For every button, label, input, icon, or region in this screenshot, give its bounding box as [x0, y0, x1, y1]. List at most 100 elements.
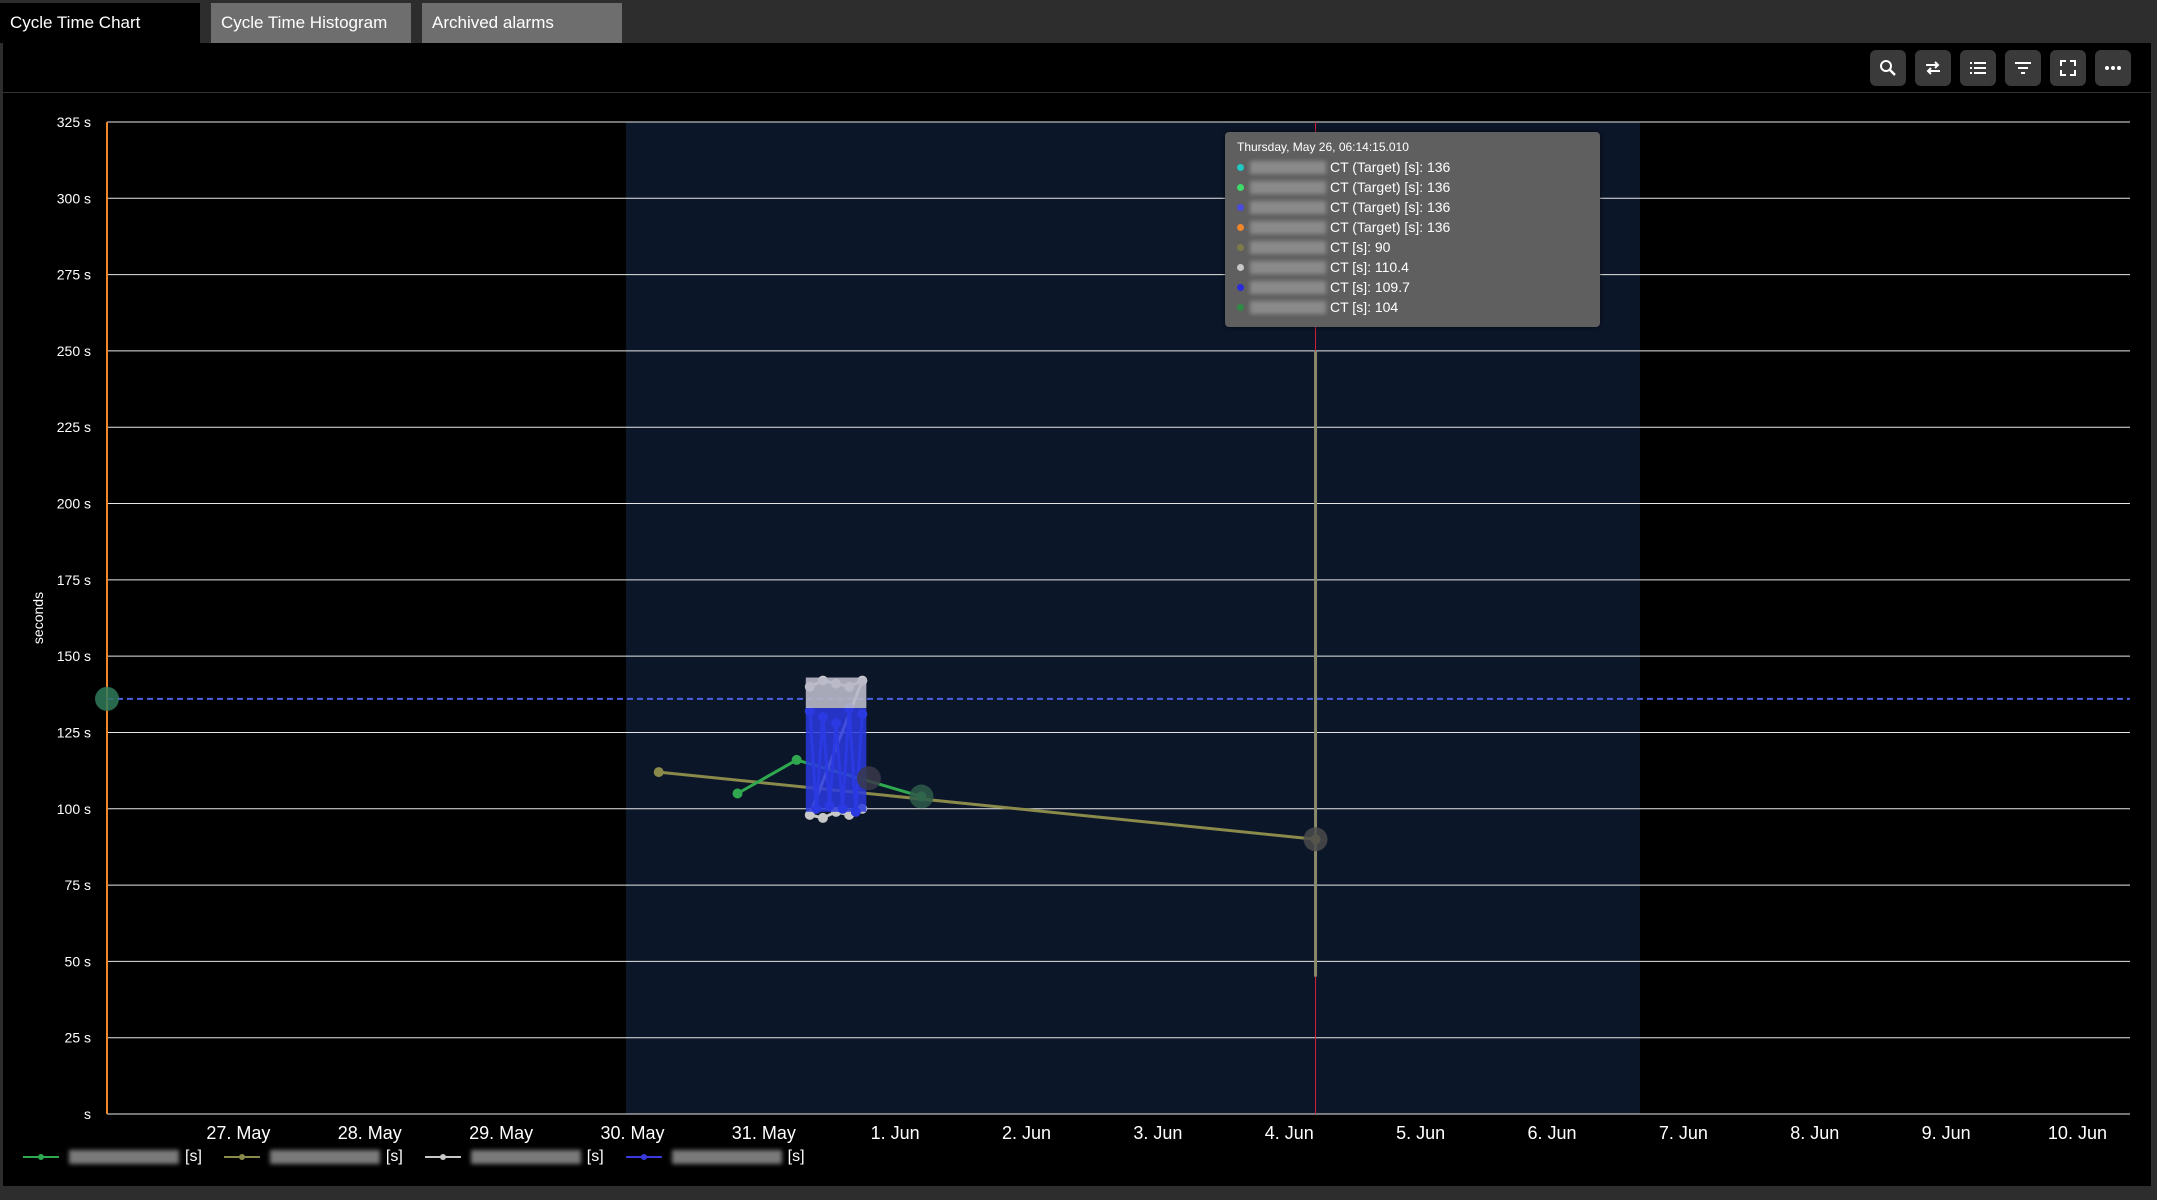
tab-bar: Cycle Time Chart Cycle Time Histogram Ar…: [0, 0, 2157, 43]
series-hover-marker[interactable]: [95, 686, 119, 711]
legend-swatch: [625, 1150, 662, 1164]
swap-icon: [1926, 61, 1940, 75]
y-tick-label: 275 s: [57, 267, 91, 283]
x-tick-label: 3. Jun: [1133, 1123, 1182, 1143]
cycle-time-chart[interactable]: s 25 s 50 s 75 s 100 s 125 s 150 s 175 s 200 s 22…: [3, 43, 2151, 1143]
x-tick-label: 6. Jun: [1527, 1123, 1576, 1143]
tooltip-series-dot: [1237, 223, 1244, 231]
y-tick-label: 125 s: [57, 724, 91, 740]
fullscreen-button[interactable]: [2050, 50, 2086, 86]
tooltip-series-dot: [1237, 243, 1244, 251]
y-tick-label: 75 s: [65, 877, 91, 893]
tooltip-series-name-redacted: [1250, 260, 1326, 274]
legend-series-name-redacted: [671, 1150, 782, 1164]
x-tick-label: 8. Jun: [1790, 1123, 1839, 1143]
tooltip-row: CT (Target) [s]: 136: [1237, 177, 1588, 197]
tooltip-series-name-redacted: [1250, 180, 1326, 194]
tooltip-series-dot: [1237, 203, 1244, 211]
zoom-button[interactable]: [1870, 50, 1906, 86]
y-tick-label: 250 s: [57, 343, 91, 359]
legend-item[interactable]: [s]: [223, 1148, 403, 1166]
series-hover-marker[interactable]: [909, 784, 934, 809]
tab-cycle-time-chart[interactable]: Cycle Time Chart: [0, 3, 200, 43]
tooltip-row: CT (Target) [s]: 136: [1237, 157, 1588, 177]
series-hover-marker[interactable]: [856, 766, 881, 791]
tooltip-row: CT [s]: 110.4: [1237, 257, 1588, 277]
y-tick-label: 50 s: [65, 953, 91, 969]
series-point[interactable]: [804, 809, 815, 820]
x-tick-label: 27. May: [206, 1123, 270, 1143]
x-tick-label: 31. May: [732, 1123, 796, 1143]
legend-swatch: [424, 1150, 461, 1164]
legend-series-name-redacted: [470, 1150, 581, 1164]
tooltip-series-dot: [1237, 283, 1244, 291]
list-button[interactable]: [1960, 50, 1996, 86]
tooltip-row-label: CT (Target) [s]: 136: [1330, 219, 1451, 235]
tooltip-series-dot: [1237, 263, 1244, 271]
tooltip-series-dot: [1237, 163, 1244, 171]
tooltip-row: CT [s]: 90: [1237, 237, 1588, 257]
swap-button[interactable]: [1915, 50, 1951, 86]
series-point[interactable]: [653, 767, 664, 778]
y-tick-label: 100 s: [57, 801, 91, 817]
x-tick-label: 1. Jun: [871, 1123, 920, 1143]
y-tick-label: 200 s: [57, 496, 91, 512]
y-tick-label: 300 s: [57, 190, 91, 206]
list-icon: [1970, 62, 1986, 74]
tooltip-series-dot: [1237, 303, 1244, 311]
y-tick-label: 150 s: [57, 648, 91, 664]
legend-unit: [s]: [185, 1148, 202, 1165]
tooltip-row-label: CT [s]: 110.4: [1330, 259, 1409, 275]
legend-swatch: [223, 1150, 260, 1164]
series-dense-block-top: [805, 677, 867, 709]
tooltip-row-label: CT [s]: 90: [1330, 239, 1391, 255]
tooltip-series-name-redacted: [1250, 220, 1326, 234]
more-button[interactable]: [2095, 50, 2131, 86]
y-axis-label: seconds: [30, 592, 46, 644]
filter-button[interactable]: [2005, 50, 2041, 86]
series-line: [658, 770, 1316, 841]
tooltip-series-name-redacted: [1250, 200, 1326, 214]
tab-archived-alarms[interactable]: Archived alarms: [422, 3, 622, 43]
chart-tooltip: Thursday, May 26, 06:14:15.010 CT (Targe…: [1225, 132, 1600, 327]
series-point[interactable]: [732, 788, 743, 799]
x-tick-label: 30. May: [600, 1123, 664, 1143]
y-tick-label: 25 s: [65, 1030, 91, 1046]
tooltip-row-label: CT (Target) [s]: 136: [1330, 179, 1451, 195]
chart-panel: s 25 s 50 s 75 s 100 s 125 s 150 s 175 s 200 s 22…: [3, 43, 2151, 1186]
x-tick-label: 28. May: [338, 1123, 402, 1143]
tooltip-row: CT [s]: 109.7: [1237, 277, 1588, 297]
tooltip-row-label: CT (Target) [s]: 136: [1330, 199, 1451, 215]
legend-unit: [s]: [787, 1148, 805, 1165]
tooltip-title: Thursday, May 26, 06:14:15.010: [1237, 140, 1409, 154]
fullscreen-icon: [2060, 60, 2076, 76]
x-tick-label: 10. Jun: [2048, 1123, 2107, 1143]
more-icon: [2105, 66, 2121, 70]
tab-cycle-time-histogram[interactable]: Cycle Time Histogram: [211, 3, 411, 43]
chart-toolbar: [1870, 50, 2131, 86]
x-tick-label: 2. Jun: [1002, 1123, 1051, 1143]
search-icon: [1880, 60, 1896, 76]
tooltip-series-name-redacted: [1250, 300, 1326, 314]
legend-item[interactable]: [s]: [23, 1148, 202, 1166]
y-tick-label: 225 s: [57, 419, 91, 435]
legend-unit: [s]: [586, 1148, 604, 1165]
y-tick-label: 325 s: [57, 114, 91, 130]
legend-series-name-redacted: [69, 1150, 179, 1164]
series-point[interactable]: [791, 754, 802, 765]
tooltip-series-dot: [1237, 183, 1244, 191]
series-hover-marker[interactable]: [1303, 827, 1328, 852]
tooltip-row-label: CT (Target) [s]: 136: [1330, 159, 1451, 175]
tooltip-row-label: CT [s]: 104: [1330, 299, 1399, 315]
x-tick-label: 4. Jun: [1265, 1123, 1314, 1143]
y-tick-label: s: [84, 1106, 91, 1122]
x-tick-label: 29. May: [469, 1123, 533, 1143]
tooltip-series-name-redacted: [1250, 240, 1326, 254]
legend-series-name-redacted: [269, 1150, 380, 1164]
series-point[interactable]: [817, 812, 828, 823]
legend-item[interactable]: [s]: [424, 1148, 604, 1166]
x-tick-label: 9. Jun: [1922, 1123, 1971, 1143]
legend-unit: [s]: [385, 1148, 403, 1165]
legend-item[interactable]: [s]: [625, 1148, 805, 1166]
tooltip-series-name-redacted: [1250, 160, 1326, 174]
